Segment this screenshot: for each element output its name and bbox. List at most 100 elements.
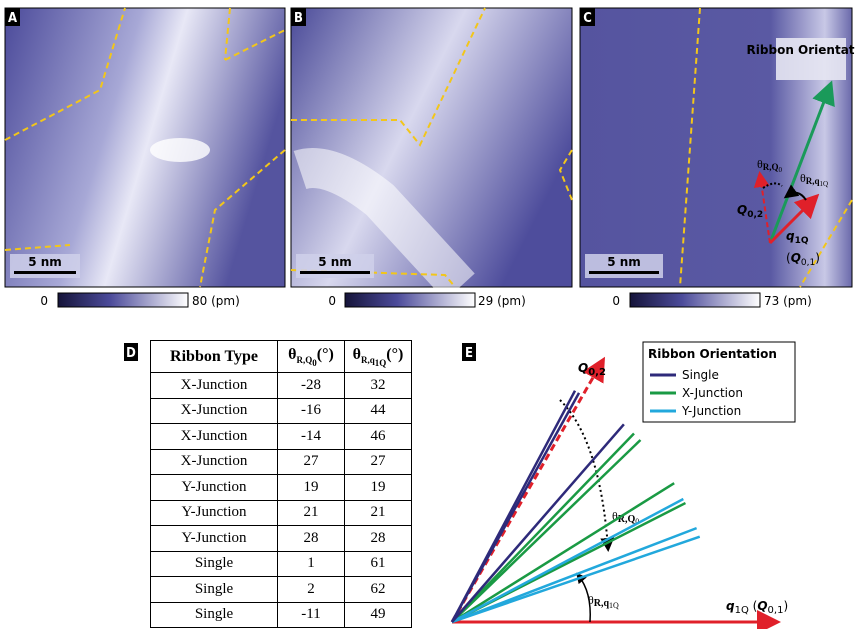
table-row: Single161 [151, 551, 412, 577]
table-cell: -11 [278, 602, 345, 628]
table-cell: 28 [345, 526, 412, 552]
table-cell: X-Junction [151, 398, 278, 424]
main: Q [757, 599, 767, 613]
ribbon-line [452, 434, 634, 622]
legend-title: Ribbon Orientation [648, 347, 777, 361]
angle-table: Ribbon Type θR,Q0(°) θR,q1Q(°) X-Junctio… [150, 340, 412, 628]
table-cell: 19 [278, 475, 345, 501]
scale-label: 5 nm [318, 255, 352, 269]
table-cell: 62 [345, 577, 412, 603]
table-cell: X-Junction [151, 449, 278, 475]
table-cell: 2 [278, 577, 345, 603]
page: A 5 nm 0 80 (pm) B 5 nm 0 29 (pm) Ribbon… [0, 0, 855, 629]
sub: 0,1 [801, 258, 815, 268]
ribbon-line [452, 528, 697, 622]
sub: 0 [779, 166, 783, 174]
table-cell: X-Junction [151, 424, 278, 450]
scale-label: 5 nm [28, 255, 62, 269]
table-cell: 46 [345, 424, 412, 450]
q-label: q1Q (Q0,1) [726, 599, 788, 616]
table-cell: -14 [278, 424, 345, 450]
sub: 1Q [375, 357, 387, 367]
colorbar-min: 0 [612, 294, 620, 308]
table-cell: 1 [278, 551, 345, 577]
table-row: Y-Junction1919 [151, 475, 412, 501]
panel-label: D [126, 346, 136, 361]
table-cell: 19 [345, 475, 412, 501]
sub: R,Q [763, 162, 779, 172]
sub: R,q [361, 355, 375, 365]
annotation: Ribbon Orientation [747, 43, 855, 57]
table-cell: Y-Junction [151, 526, 278, 552]
panel-c: Ribbon Orientation θR,Q0 θR,q1Q Q0,2 q1Q… [580, 8, 855, 308]
sub: 1Q [735, 605, 749, 616]
colorbar-min: 0 [328, 294, 336, 308]
ribbon-line [452, 483, 674, 622]
scale-bar [589, 271, 659, 274]
sub: 1Q [609, 601, 619, 610]
header-cell: θR,q1Q(°) [345, 341, 412, 373]
ribbon-line [452, 440, 640, 622]
figure: A 5 nm 0 80 (pm) B 5 nm 0 29 (pm) Ribbon… [0, 0, 855, 629]
panel-label: B [294, 11, 303, 26]
main: Q [791, 251, 801, 265]
table-cell: 27 [345, 449, 412, 475]
sub: 0,2 [747, 210, 763, 220]
symbol: θ [288, 346, 296, 363]
scale-bar [14, 271, 76, 274]
table-cell: 27 [278, 449, 345, 475]
table-cell: 61 [345, 551, 412, 577]
symbol: θ [353, 346, 361, 363]
colorbar-max: 73 (pm) [764, 294, 812, 308]
sub: R,q [594, 598, 610, 609]
legend-label: Y-Junction [681, 404, 741, 418]
header-cell: θR,Q0(°) [278, 341, 345, 373]
sub: 1Q [795, 236, 809, 246]
header-row: Ribbon Type θR,Q0(°) θR,q1Q(°) [151, 341, 412, 373]
main: Q [737, 203, 747, 217]
main: Q [578, 361, 588, 375]
panel-e: E Q0,2 θR,Q0 θR,q1Q q1Q (Q0,1) Ribbon Or… [452, 342, 795, 622]
legend-label: X-Junction [682, 386, 743, 400]
angle-arc [560, 400, 608, 548]
legend-label: Single [682, 368, 719, 382]
table-cell: Y-Junction [151, 475, 278, 501]
table-cell: -28 [278, 373, 345, 399]
sub: 1Q [820, 180, 829, 188]
table-cell: X-Junction [151, 373, 278, 399]
panel-label: A [8, 11, 17, 26]
adsorbate [150, 138, 210, 162]
table-cell: Single [151, 577, 278, 603]
sub: R,Q [297, 355, 313, 365]
table-cell: 49 [345, 602, 412, 628]
colorbar-min: 0 [40, 294, 48, 308]
table-cell: 28 [278, 526, 345, 552]
table-cell: 32 [345, 373, 412, 399]
unit: (°) [317, 346, 334, 363]
theta-label: θR,q1Q [588, 593, 619, 610]
table-cell: Y-Junction [151, 500, 278, 526]
colorbar-max: 80 (pm) [192, 294, 240, 308]
table-cell: 21 [278, 500, 345, 526]
colorbar [345, 293, 475, 307]
colorbar [630, 293, 760, 307]
table-cell: 21 [345, 500, 412, 526]
table-cell: -16 [278, 398, 345, 424]
panel-label: C [583, 11, 592, 26]
scale-label: 5 nm [607, 255, 641, 269]
sub: 0,2 [588, 367, 606, 378]
annotation: Ribbon Orientation [747, 43, 855, 57]
colorbar-max: 29 (pm) [478, 294, 526, 308]
panel-b: B 5 nm 0 29 (pm) [291, 8, 572, 308]
scale-bar [300, 271, 370, 274]
colorbar [58, 293, 188, 307]
panel-a: A 5 nm 0 80 (pm) [5, 8, 285, 308]
sub: R,q [806, 176, 820, 186]
stm-image [5, 8, 285, 287]
sub: 0,1 [768, 605, 784, 616]
